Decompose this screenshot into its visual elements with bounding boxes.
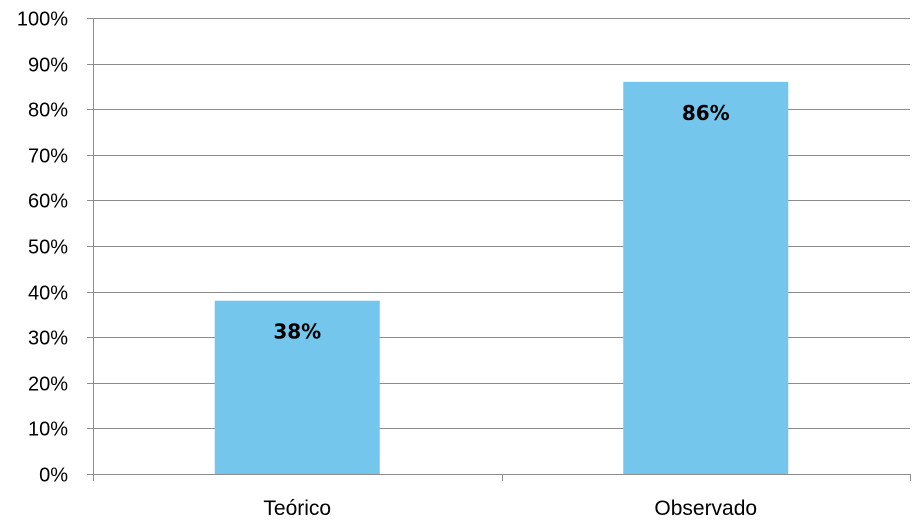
bar — [623, 81, 789, 474]
data-labels: 38% 86% — [273, 101, 729, 344]
y-tick-label: 60% — [28, 191, 68, 213]
y-tick-label: 90% — [28, 55, 68, 77]
y-tick-label: 20% — [28, 374, 68, 396]
x-category-labels: Teórico Observado — [263, 497, 757, 520]
data-label: 38% — [273, 320, 321, 344]
bars — [214, 81, 789, 474]
y-tick-labels: 0% 10% 20% 30% 40% 50% 60% 70% 80% 90% 100% — [17, 9, 68, 487]
y-tick-label: 80% — [28, 100, 68, 122]
axes — [87, 18, 911, 481]
y-tick-label: 0% — [39, 465, 68, 487]
x-category-label: Observado — [654, 497, 757, 520]
bar — [214, 300, 380, 474]
data-label: 86% — [682, 101, 730, 125]
y-tick-label: 40% — [28, 283, 68, 305]
x-category-label: Teórico — [263, 497, 331, 520]
y-tick-label: 50% — [28, 237, 68, 259]
y-tick-label: 30% — [28, 328, 68, 350]
y-tick-label: 70% — [28, 146, 68, 168]
y-tick-label: 10% — [28, 419, 68, 441]
y-tick-label: 100% — [17, 9, 68, 31]
